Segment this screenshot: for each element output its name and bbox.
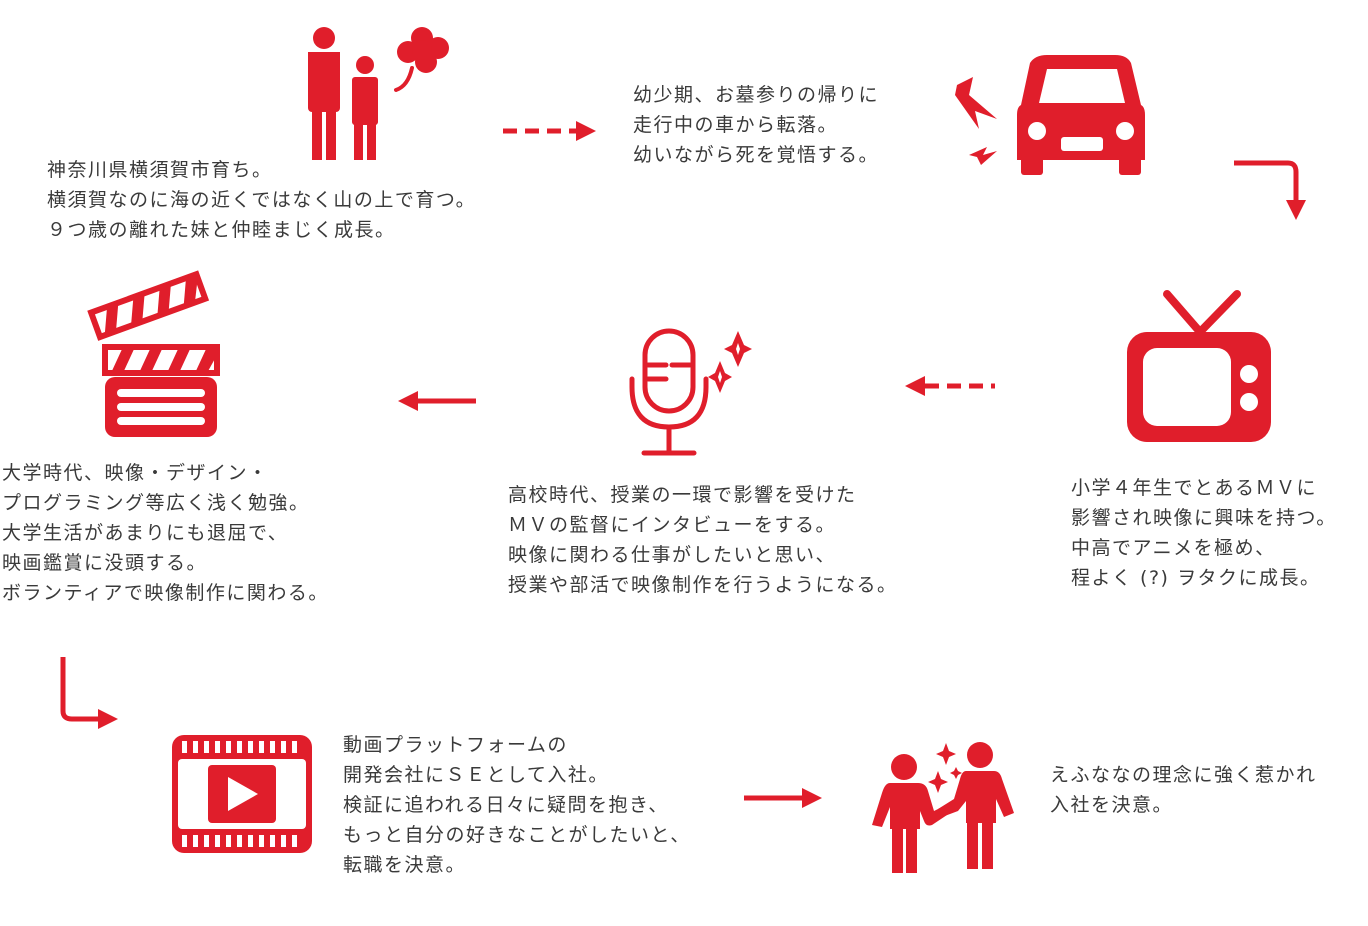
step-5-text: 大学時代、映像・デザイン・ プログラミング等広く浅く勉強。 大学生活があまりにも… — [2, 458, 329, 608]
arrow-right-icon — [744, 788, 822, 808]
step-2-line: 走行中の車から転落。 — [633, 114, 839, 136]
step-4-text: 高校時代、授業の一環で影響を受けた ＭＶの監督にインタビューをする。 映像に関わ… — [508, 480, 898, 600]
step-6-line: 開発会社にＳＥとして入社。 — [343, 764, 609, 786]
arrow-left-icon — [398, 391, 476, 411]
step-2-line: 幼少期、お墓参りの帰りに — [633, 84, 880, 106]
step-7-line: 入社を決意。 — [1050, 794, 1174, 816]
car-crash-icon — [955, 55, 1145, 175]
step-1-line: 神奈川県横須賀市育ち。 — [47, 159, 273, 181]
step-3-line: 影響され映像に興味を持つ。 — [1071, 507, 1337, 529]
step-6-line: もっと自分の好きなことがしたいと、 — [343, 824, 691, 846]
step-3-line: 中高でアニメを極め、 — [1071, 537, 1276, 559]
step-5-line: 大学時代、映像・デザイン・ — [2, 462, 269, 484]
step-4-line: 授業や部活で映像制作を行うようになる。 — [508, 574, 898, 596]
step-3-line: 小学４年生でとあるＭＶに — [1071, 477, 1318, 499]
dashed-arrow-right-icon — [503, 121, 596, 141]
step-4-line: ＭＶの監督にインタビューをする。 — [508, 514, 837, 536]
step-2-line: 幼いながら死を覚悟する。 — [633, 144, 880, 166]
step-4-line: 映像に関わる仕事がしたいと思い、 — [508, 544, 837, 566]
step-7-text: えふななの理念に強く惹かれ 入社を決意。 — [1050, 760, 1317, 820]
step-5-line: 映画鑑賞に没頭する。 — [2, 552, 208, 574]
microphone-icon — [629, 328, 752, 456]
step-6-line: 転職を決意。 — [343, 854, 467, 876]
handshake-icon — [872, 742, 1014, 873]
curved-arrow-down-icon — [1234, 160, 1306, 220]
step-7-line: えふななの理念に強く惹かれ — [1050, 764, 1317, 786]
step-6-line: 検証に追われる日々に疑問を抱き、 — [343, 794, 669, 816]
family-clover-icon — [308, 27, 449, 160]
step-1-text: 神奈川県横須賀市育ち。 横須賀なのに海の近くではなく山の上で育つ。 ９つ歳の離れ… — [47, 155, 476, 245]
step-3-line: 程よく (?) ヲタクに成長。 — [1071, 567, 1321, 589]
step-5-line: プログラミング等広く浅く勉強。 — [2, 492, 310, 514]
video-play-icon — [172, 735, 312, 853]
step-6-line: 動画プラットフォームの — [343, 734, 568, 756]
step-1-line: ９つ歳の離れた妹と仲睦まじく成長。 — [47, 219, 396, 241]
step-5-line: 大学生活があまりにも退屈で、 — [2, 522, 289, 544]
step-2-text: 幼少期、お墓参りの帰りに 走行中の車から転落。 幼いながら死を覚悟する。 — [633, 80, 879, 170]
step-3-text: 小学４年生でとあるＭＶに 影響され映像に興味を持つ。 中高でアニメを極め、 程よ… — [1071, 473, 1337, 593]
step-6-text: 動画プラットフォームの 開発会社にＳＥとして入社。 検証に追われる日々に疑問を抱… — [343, 730, 691, 880]
clapperboard-icon — [87, 270, 220, 437]
dashed-arrow-left-icon — [905, 376, 995, 396]
step-1-line: 横須賀なのに海の近くではなく山の上で育つ。 — [47, 189, 477, 211]
tv-icon — [1127, 290, 1271, 442]
step-5-line: ボランティアで映像制作に関わる。 — [2, 582, 329, 604]
curved-arrow-right-icon — [60, 657, 118, 729]
step-4-line: 高校時代、授業の一環で影響を受けた — [508, 484, 857, 506]
